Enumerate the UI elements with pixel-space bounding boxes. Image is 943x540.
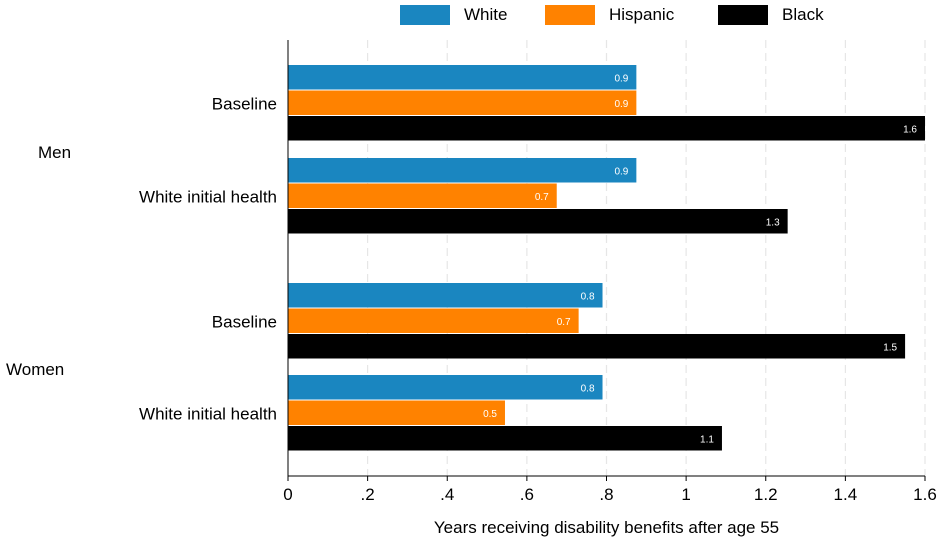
x-tick-label: .4	[440, 485, 454, 504]
x-axis-title: Years receiving disability benefits afte…	[434, 518, 779, 537]
bar-value-label: 0.5	[483, 409, 497, 420]
bar-value-label: 1.5	[883, 342, 897, 353]
bar-value-label: 1.3	[766, 217, 780, 228]
legend-swatch	[545, 5, 595, 25]
group-label: Men	[38, 143, 71, 162]
chart-legend: White Hispanic Black	[0, 2, 943, 28]
x-tick-label: 0	[283, 485, 292, 504]
category-label: White initial health	[139, 187, 277, 206]
legend-swatch	[718, 5, 768, 25]
bar-black	[288, 426, 722, 451]
x-tick-label: .6	[520, 485, 534, 504]
bar-value-label: 0.7	[535, 192, 549, 203]
bar-value-label: 0.7	[557, 317, 571, 328]
x-tick-label: 1.2	[754, 485, 778, 504]
bar-black	[288, 209, 788, 234]
bar-white	[288, 158, 637, 183]
group-label: Women	[6, 360, 64, 379]
bar-white	[288, 283, 603, 308]
bar-value-label: 0.8	[581, 383, 595, 394]
legend-swatch	[400, 5, 450, 25]
bar-value-label: 0.8	[581, 291, 595, 302]
bar-hispanic	[288, 400, 505, 425]
legend-item-white: White	[400, 2, 507, 28]
legend-item-hispanic: Hispanic	[545, 2, 674, 28]
x-tick-label: 1.4	[834, 485, 858, 504]
bar-value-label: 0.9	[614, 73, 628, 84]
bar-value-label: 0.9	[614, 99, 628, 110]
bar-value-label: 0.9	[614, 166, 628, 177]
bar-black	[288, 334, 906, 359]
x-tick-label: .2	[361, 485, 375, 504]
bar-value-label: 1.6	[903, 124, 917, 135]
bar-white	[288, 375, 603, 400]
bar-white	[288, 65, 637, 90]
x-tick-label: .8	[599, 485, 613, 504]
category-label: White initial health	[139, 404, 277, 423]
legend-label: Black	[782, 5, 824, 24]
legend-item-black: Black	[718, 2, 824, 28]
category-label: Baseline	[212, 94, 277, 113]
bar-value-label: 1.1	[700, 434, 714, 445]
bar-hispanic	[288, 308, 579, 333]
x-tick-label: 1	[681, 485, 690, 504]
bar-hispanic	[288, 90, 637, 115]
bar-black	[288, 116, 925, 141]
legend-label: White	[464, 5, 508, 24]
category-label: Baseline	[212, 312, 277, 331]
x-tick-label: 1.6	[913, 485, 937, 504]
bar-hispanic	[288, 183, 557, 208]
legend-label: Hispanic	[609, 5, 675, 24]
